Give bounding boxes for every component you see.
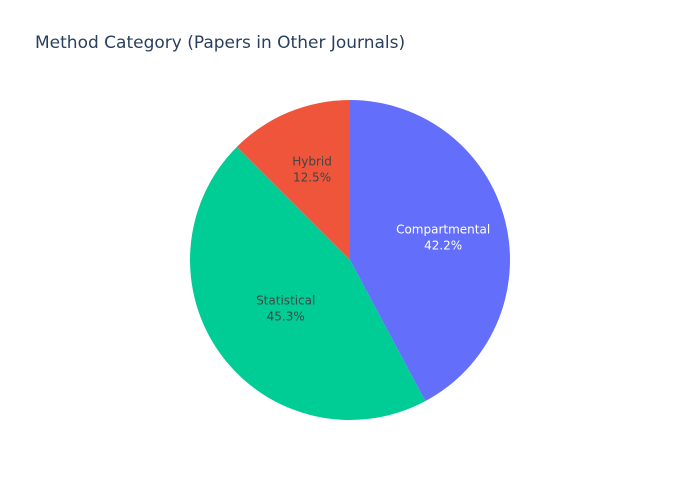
pie-slice-hybrid[interactable]: [236, 100, 350, 260]
slice-percent-compartmental: 42.2%: [424, 239, 462, 253]
pie-slice-statistical[interactable]: [189, 146, 426, 420]
slice-name-statistical: Statistical: [256, 294, 315, 308]
slice-label-statistical: Statistical 45.3%: [256, 294, 315, 324]
pie-slice-compartmental[interactable]: [350, 100, 510, 402]
slice-percent-hybrid: 12.5%: [293, 170, 331, 184]
slice-label-hybrid: Hybrid 12.5%: [292, 154, 332, 184]
slice-name-compartmental: Compartmental: [396, 223, 490, 237]
slice-name-hybrid: Hybrid: [292, 154, 332, 168]
slice-label-compartmental: Compartmental 42.2%: [396, 223, 490, 253]
slice-percent-statistical: 45.3%: [267, 310, 305, 324]
chart-title: Method Category (Papers in Other Journal…: [35, 33, 406, 53]
